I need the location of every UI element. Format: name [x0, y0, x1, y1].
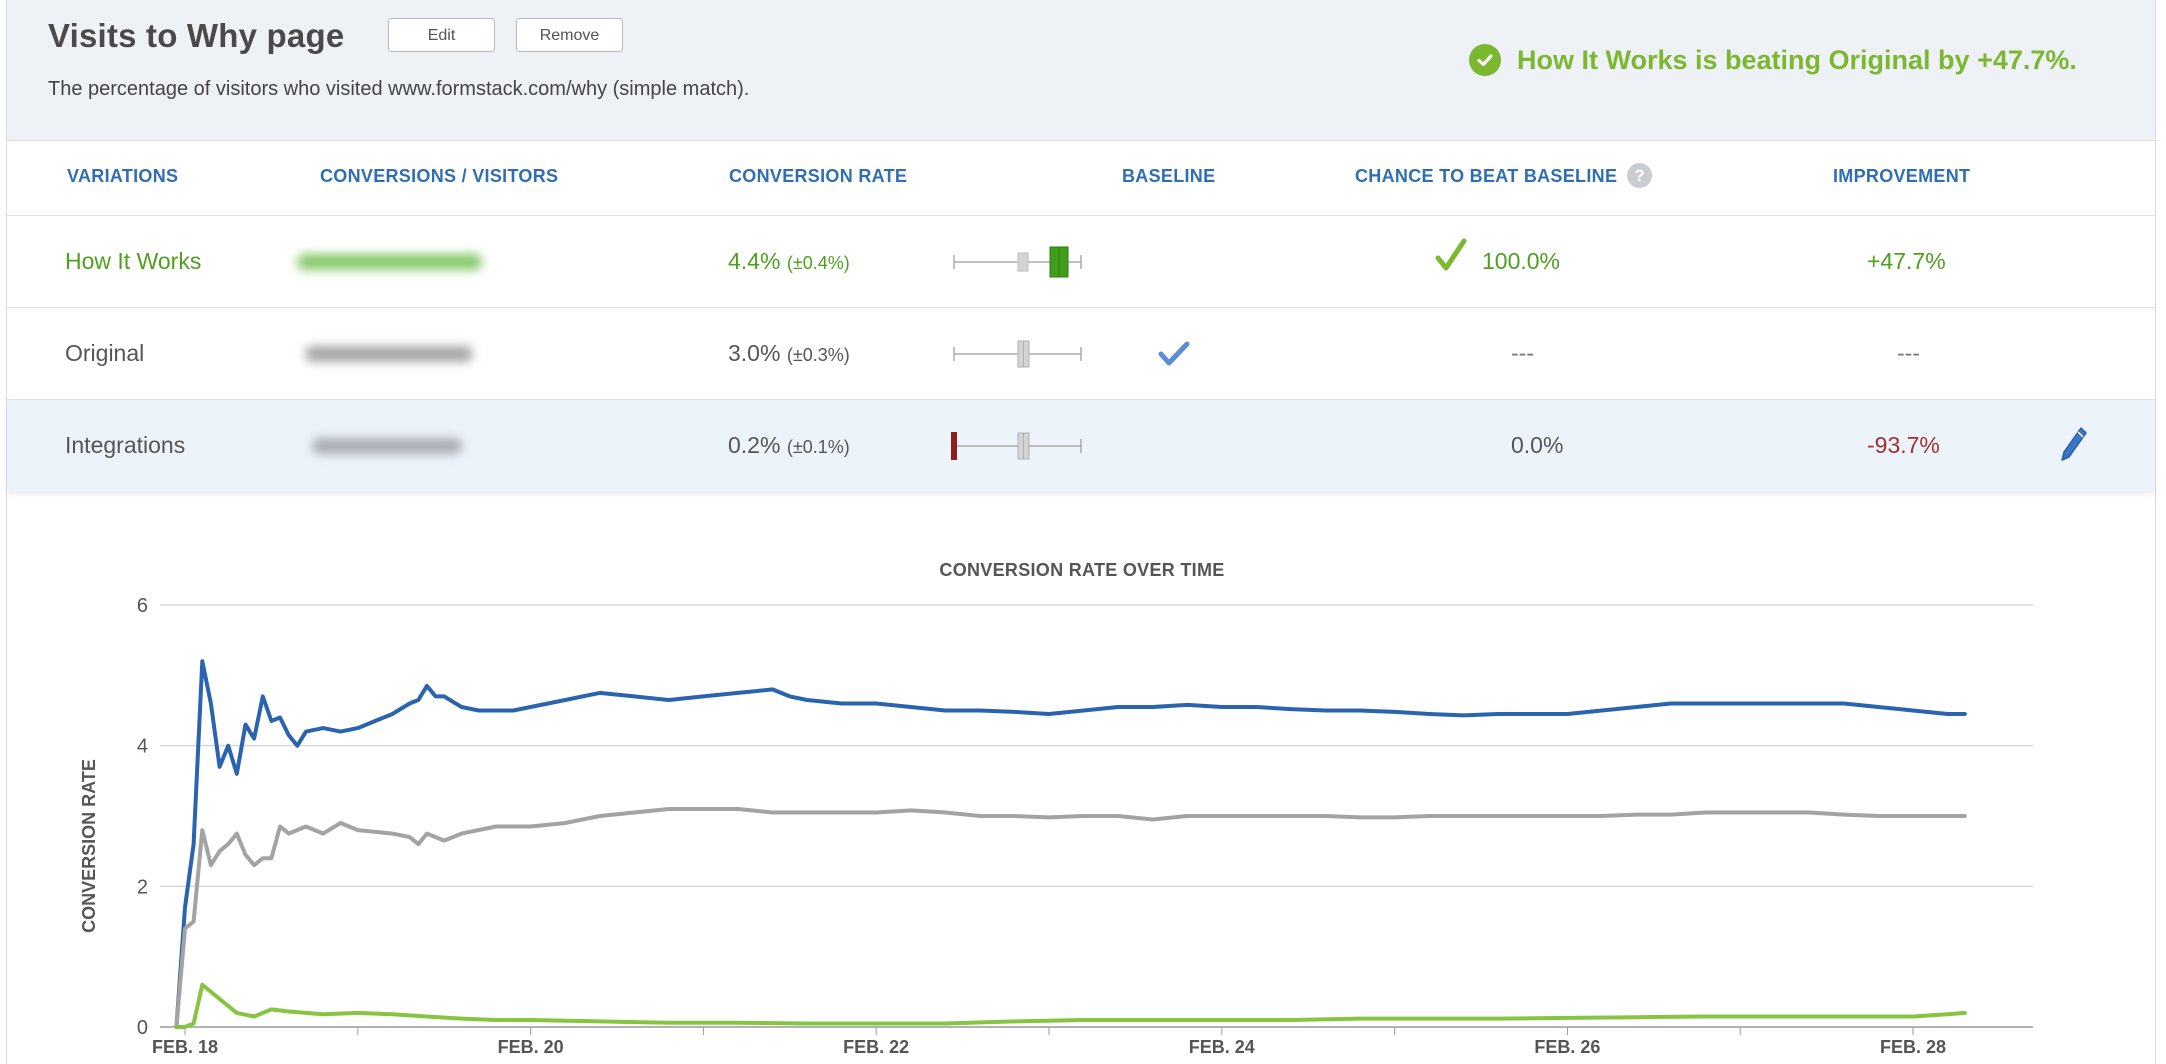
- improvement-value: ---: [1897, 340, 1920, 366]
- chance-value: 0.0%: [1511, 432, 1564, 458]
- table-divider: [7, 215, 2155, 216]
- confidence-interval-bar: [953, 340, 1082, 368]
- column-variations: VARIATIONS: [67, 166, 179, 186]
- series-line-0: [174, 659, 1967, 1029]
- x-tick-label: FEB. 20: [498, 1037, 564, 1057]
- goal-title: Visits to Why page: [48, 17, 345, 54]
- column-improvement: IMPROVEMENT: [1833, 166, 1971, 186]
- chance-value: 100.0%: [1482, 248, 1561, 274]
- goal-panel: Visits to Why page Edit Remove The perce…: [6, 0, 2156, 1064]
- x-tick-label: FEB. 22: [843, 1037, 909, 1057]
- column-baseline: BASELINE: [1122, 166, 1216, 186]
- table-divider: [7, 399, 2155, 400]
- y-tick-label: 0: [137, 1017, 148, 1039]
- chance-value: ---: [1511, 340, 1534, 366]
- variation-name[interactable]: Integrations: [65, 432, 186, 458]
- goal-header: Visits to Why page Edit Remove The perce…: [7, 0, 2155, 141]
- confidence-interval-bar: [951, 432, 1082, 460]
- rate-margin: (±0.4%): [786, 253, 850, 273]
- series-line-1: [174, 807, 1967, 1029]
- variation-name[interactable]: Original: [65, 340, 145, 366]
- x-tick-label: FEB. 28: [1880, 1037, 1946, 1057]
- conversion-rate: 0.2% (±0.1%): [728, 400, 850, 491]
- redacted-conversions: [297, 254, 482, 270]
- redacted-conversions: [312, 438, 462, 454]
- chart-title: CONVERSION RATE OVER TIME: [939, 560, 1225, 580]
- rate-value: 3.0%: [728, 340, 781, 366]
- rate-value: 0.2%: [728, 432, 781, 458]
- improvement-value: -93.7%: [1867, 432, 1940, 458]
- check-circle-icon: [1469, 44, 1501, 76]
- conversion-rate-chart: 0 2 4 6 FEB. 18 FEB. 20 FEB. 22 FEB. 24 FEB. 26 F…: [79, 595, 2033, 1057]
- x-tick-label: FEB. 24: [1189, 1037, 1255, 1057]
- column-conversion-rate: CONVERSION RATE: [729, 166, 908, 186]
- y-axis-label: CONVERSION RATE: [79, 759, 99, 933]
- rate-value: 4.4%: [728, 248, 781, 274]
- column-conversions-visitors: CONVERSIONS / VISITORS: [320, 166, 559, 186]
- variation-name[interactable]: How It Works: [65, 248, 202, 274]
- confidence-interval-bar: [953, 246, 1082, 278]
- conversion-rate: 3.0% (±0.3%): [728, 308, 850, 399]
- table-row[interactable]: How It Works 4.4% (±0.4%) 100.0% +47.7%: [7, 216, 2155, 307]
- y-tick-label: 4: [137, 736, 148, 758]
- table-row[interactable]: Integrations 0.2% (±0.1%) 0.0% -93.7%: [7, 400, 2155, 491]
- baseline-check-icon: [1157, 339, 1191, 374]
- pencil-icon[interactable]: [2059, 425, 2089, 468]
- table-divider: [7, 307, 2155, 308]
- edit-button[interactable]: Edit: [388, 18, 495, 52]
- winner-summary: How It Works is beating Original by +47.…: [1469, 42, 2077, 78]
- conversion-rate: 4.4% (±0.4%): [728, 216, 850, 307]
- table-row[interactable]: Original 3.0% (±0.3%) --- ---: [7, 308, 2155, 399]
- remove-button[interactable]: Remove: [516, 18, 623, 52]
- help-icon[interactable]: ?: [1627, 162, 1653, 188]
- column-chance-to-beat-baseline: CHANCE TO BEAT BASELINE?: [1355, 162, 1653, 188]
- rate-margin: (±0.3%): [786, 345, 850, 365]
- x-tick-label: FEB. 26: [1534, 1037, 1600, 1057]
- series-line-2: [174, 982, 1967, 1029]
- check-mark-icon: [1435, 238, 1467, 279]
- rate-margin: (±0.1%): [786, 437, 850, 457]
- improvement-value: +47.7%: [1867, 248, 1946, 274]
- y-tick-label: 2: [137, 876, 148, 898]
- y-tick-label: 6: [137, 595, 148, 617]
- goal-description: The percentage of visitors who visited w…: [48, 78, 750, 100]
- chance-header-label: CHANCE TO BEAT BASELINE: [1355, 166, 1618, 186]
- redacted-conversions: [305, 346, 473, 362]
- winner-text: How It Works is beating Original by +47.…: [1517, 44, 2077, 75]
- x-tick-label: FEB. 18: [152, 1037, 218, 1057]
